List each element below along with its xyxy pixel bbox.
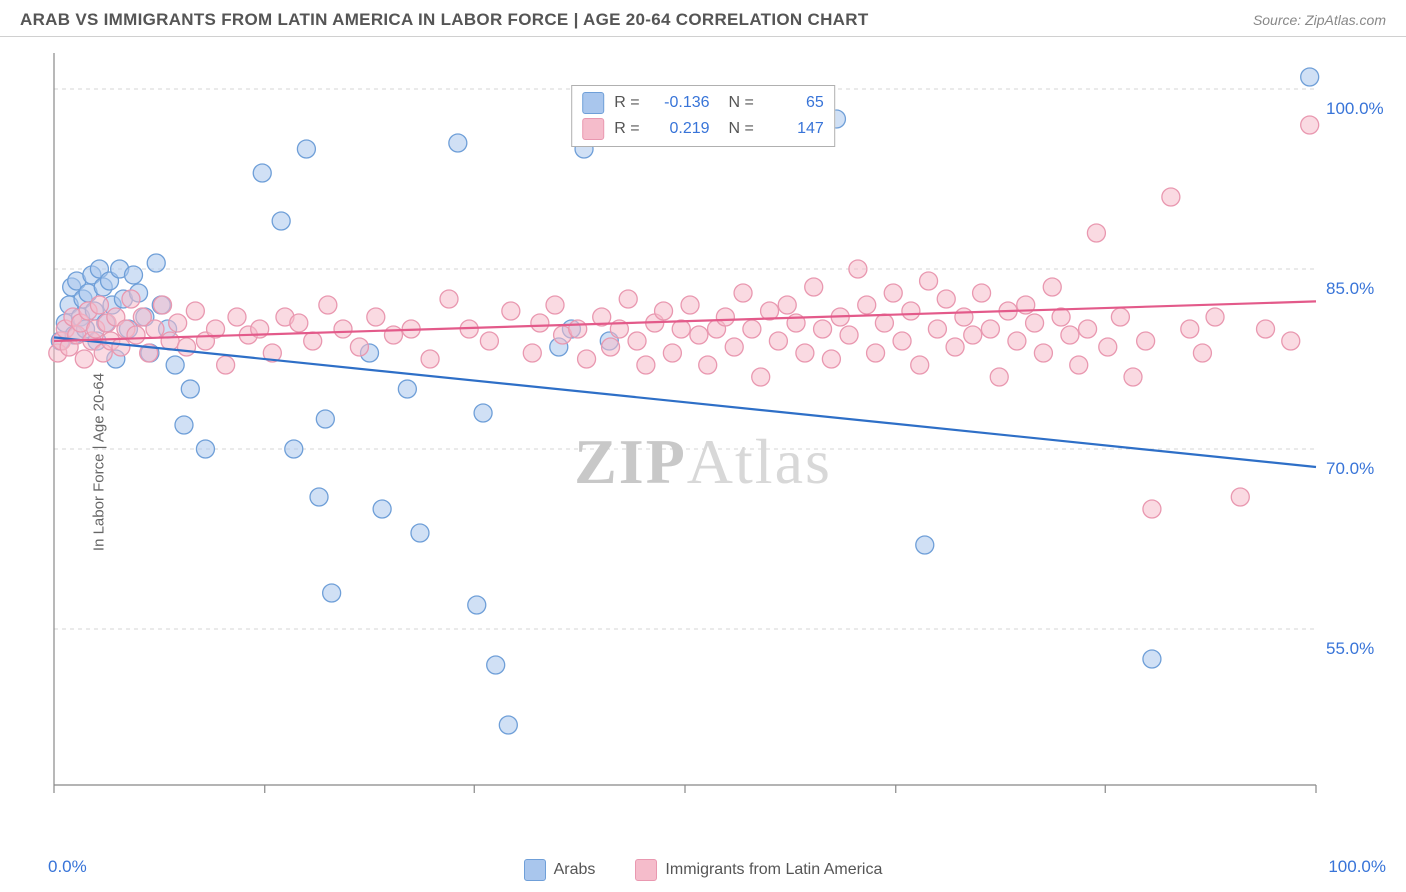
legend-swatch (524, 859, 546, 881)
series-swatch (582, 118, 604, 140)
chart-header: ARAB VS IMMIGRANTS FROM LATIN AMERICA IN… (0, 0, 1406, 37)
source-attribution: Source: ZipAtlas.com (1253, 12, 1386, 28)
correlation-legend: R = -0.136 N = 65 R = 0.219 N = 147 (571, 85, 835, 147)
r-label: R = (614, 94, 639, 112)
chart-area: In Labor Force | Age 20-64 55.0%70.0%85.… (0, 37, 1406, 887)
scatter-plot: 55.0% 70.0% 85.0% 100.0% (48, 47, 1388, 817)
r-value: -0.136 (650, 94, 710, 112)
legend-item: Immigrants from Latin America (635, 859, 882, 881)
n-label: N = (720, 94, 754, 112)
legend-label: Arabs (554, 861, 596, 878)
legend-swatch (635, 859, 657, 881)
svg-text:70.0%: 70.0% (1326, 459, 1374, 478)
r-label: R = (614, 120, 639, 138)
n-value: 147 (764, 120, 824, 138)
n-value: 65 (764, 94, 824, 112)
footer-legend: Arabs Immigrants from Latin America (0, 859, 1406, 881)
legend-label: Immigrants from Latin America (665, 861, 882, 878)
r-value: 0.219 (650, 120, 710, 138)
svg-text:55.0%: 55.0% (1326, 639, 1374, 658)
svg-text:100.0%: 100.0% (1326, 99, 1384, 118)
n-label: N = (720, 120, 754, 138)
chart-title: ARAB VS IMMIGRANTS FROM LATIN AMERICA IN… (20, 10, 869, 30)
series-swatch (582, 92, 604, 114)
legend-item: Arabs (524, 859, 596, 881)
correlation-row: R = 0.219 N = 147 (582, 116, 824, 142)
correlation-row: R = -0.136 N = 65 (582, 90, 824, 116)
svg-text:85.0%: 85.0% (1326, 279, 1374, 298)
